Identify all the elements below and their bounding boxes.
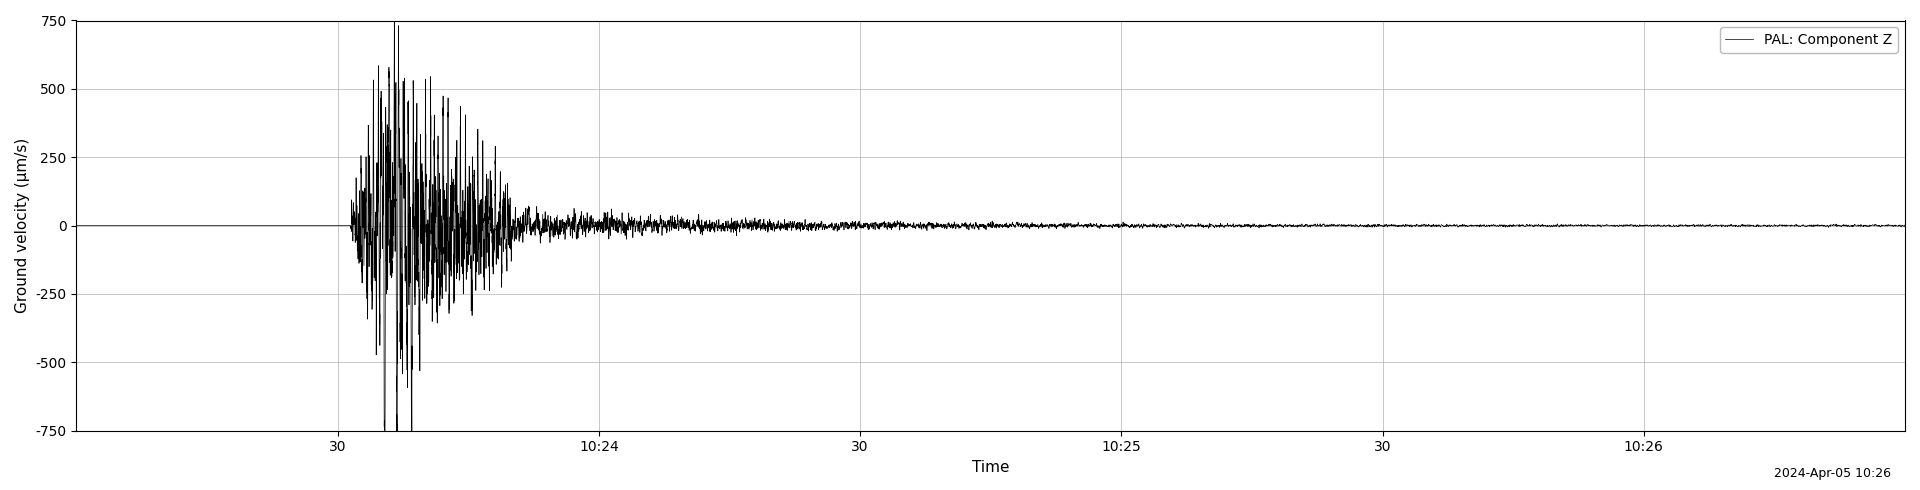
PAL: Component Z: (189, 2.71): Component Z: (189, 2.71) (1709, 222, 1732, 228)
Y-axis label: Ground velocity (μm/s): Ground velocity (μm/s) (15, 138, 31, 313)
PAL: Component Z: (76.8, 11.1): Component Z: (76.8, 11.1) (733, 220, 756, 225)
PAL: Component Z: (210, 2.93): Component Z: (210, 2.93) (1893, 222, 1916, 228)
PAL: Component Z: (36.5, 750): Component Z: (36.5, 750) (382, 18, 405, 24)
X-axis label: Time: Time (972, 460, 1010, 475)
PAL: Component Z: (157, -2.38): Component Z: (157, -2.38) (1434, 223, 1457, 229)
Text: 2024-Apr-05 10:26: 2024-Apr-05 10:26 (1774, 467, 1891, 480)
PAL: Component Z: (35.4, -750): Component Z: (35.4, -750) (372, 428, 396, 434)
Legend: PAL: Component Z: PAL: Component Z (1720, 27, 1899, 52)
Line: PAL: Component Z: PAL: Component Z (77, 21, 1905, 431)
PAL: Component Z: (0.7, 0): Component Z: (0.7, 0) (71, 222, 94, 228)
PAL: Component Z: (0, 0): Component Z: (0, 0) (65, 222, 88, 228)
PAL: Component Z: (55.1, 15.7): Component Z: (55.1, 15.7) (545, 219, 568, 224)
PAL: Component Z: (41, 48.5): Component Z: (41, 48.5) (422, 209, 445, 215)
